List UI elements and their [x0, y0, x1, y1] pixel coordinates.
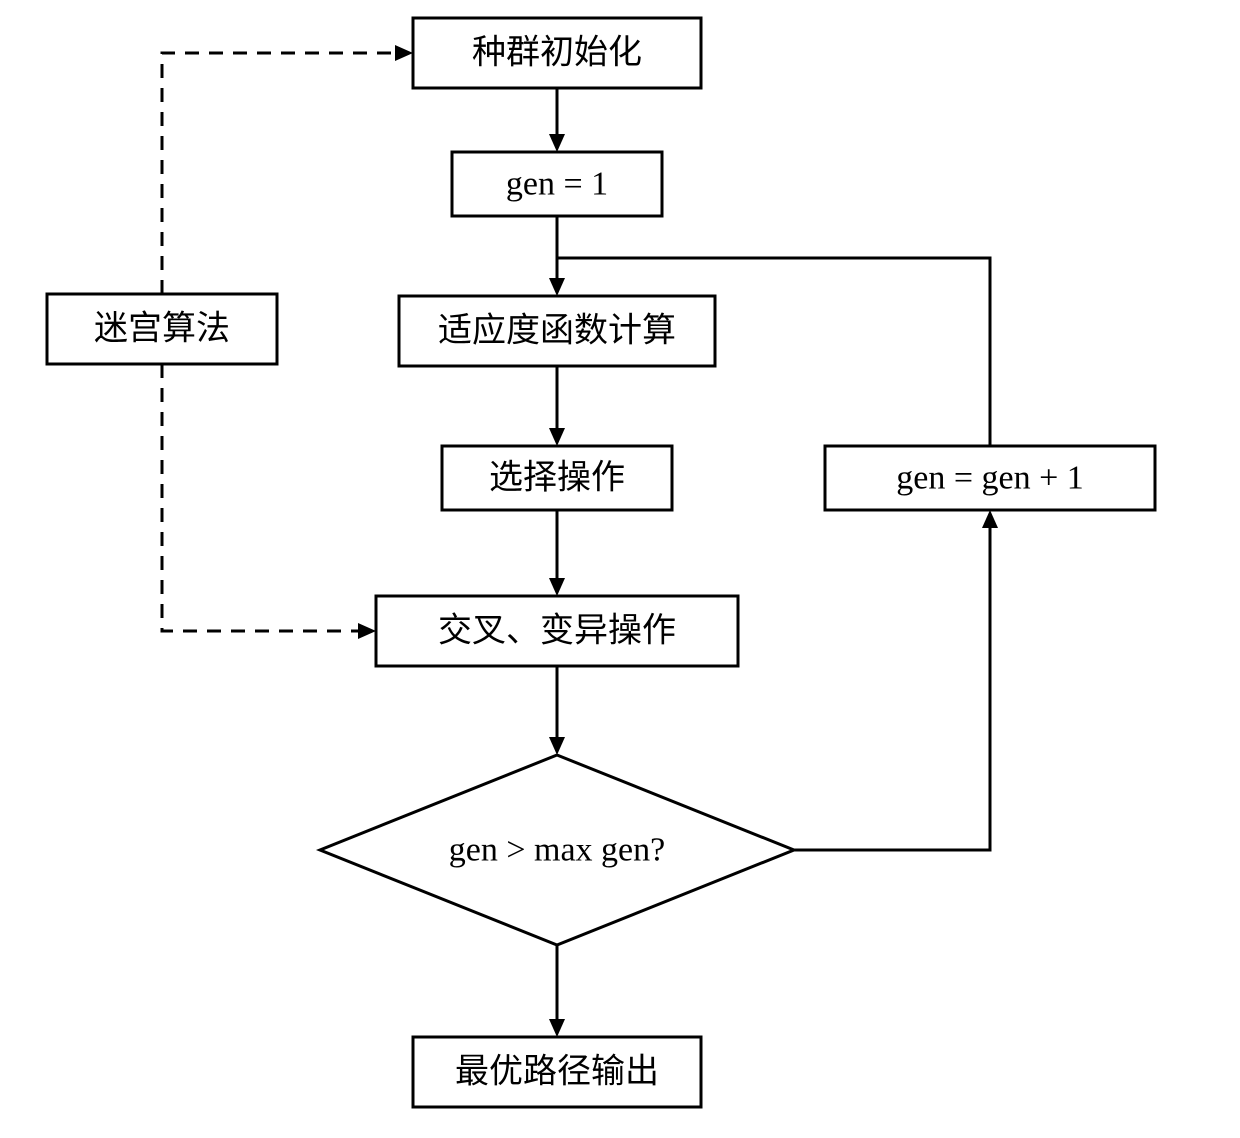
arrowhead — [549, 737, 565, 755]
flowchart-canvas: 种群初始化 gen = 1 适应度函数计算选择操作 迷宫算法交叉、变异操作 gen = … — [0, 0, 1240, 1138]
node-maze: 迷宫算法 — [47, 294, 277, 364]
node-gen1-label: gen = 1 — [506, 166, 608, 203]
arrowhead — [549, 578, 565, 596]
node-decision-label: gen > max gen? — [449, 832, 665, 869]
node-init: 种群初始化 — [413, 18, 701, 88]
node-geninc-label: gen = gen + 1 — [896, 460, 1084, 497]
node-decision: gen > max gen? — [320, 755, 794, 945]
node-crossover-label: 交叉、变异操作 — [438, 612, 676, 650]
arrowhead — [982, 510, 998, 528]
edge-decision-geninc — [794, 528, 990, 850]
edge-maze-crossover — [162, 364, 358, 631]
arrowhead — [549, 278, 565, 296]
node-fitness: 适应度函数计算 — [399, 296, 715, 366]
node-crossover: 交叉、变异操作 — [376, 596, 738, 666]
arrowhead — [395, 45, 413, 61]
node-maze-label: 迷宫算法 — [94, 310, 230, 348]
node-output-label: 最优路径输出 — [455, 1053, 659, 1091]
node-output: 最优路径输出 — [413, 1037, 701, 1107]
arrowhead — [549, 1019, 565, 1037]
arrowhead — [549, 428, 565, 446]
node-select: 选择操作 — [442, 446, 672, 510]
edge-maze-init — [162, 53, 395, 294]
node-init-label: 种群初始化 — [472, 34, 642, 72]
node-geninc: gen = gen + 1 — [825, 446, 1155, 510]
node-gen1: gen = 1 — [452, 152, 662, 216]
arrowhead — [358, 623, 376, 639]
node-fitness-label: 适应度函数计算 — [438, 312, 676, 350]
node-select-label: 选择操作 — [489, 459, 625, 497]
arrowhead — [549, 134, 565, 152]
